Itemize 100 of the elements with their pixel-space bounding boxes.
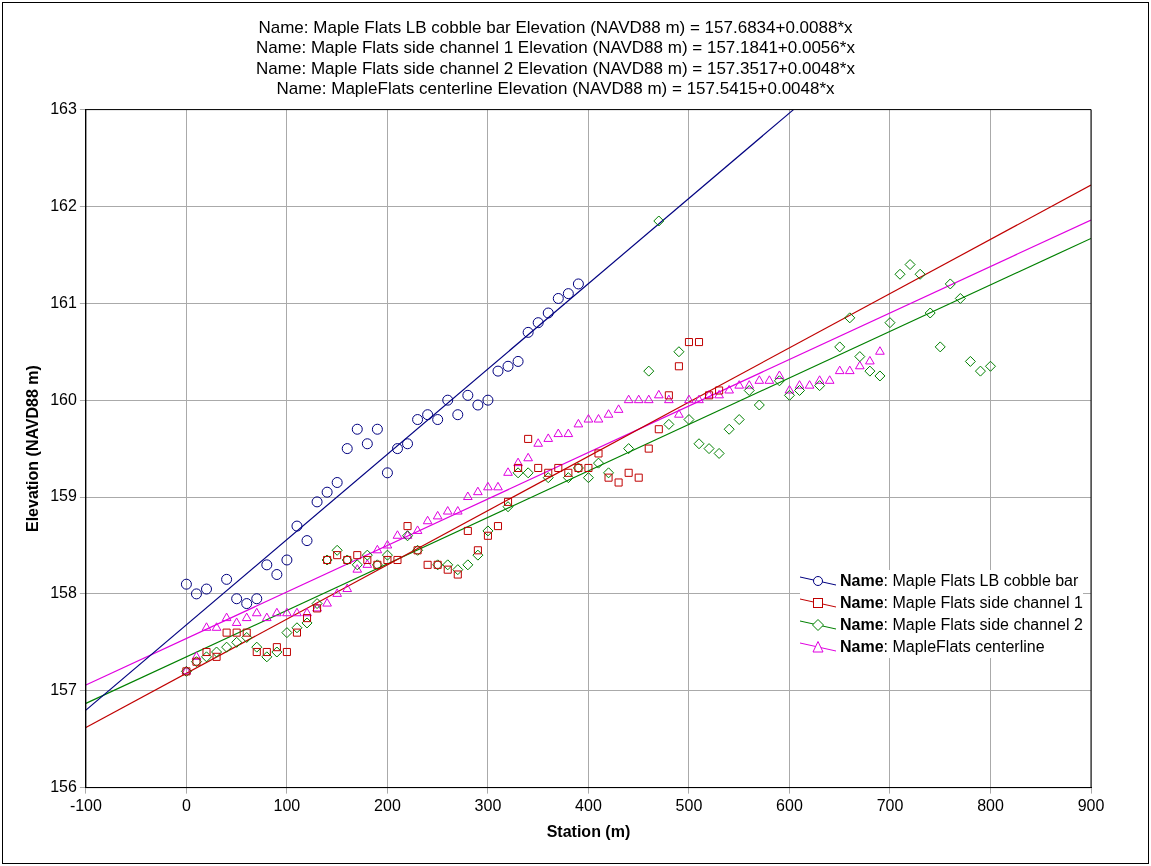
point — [715, 386, 724, 395]
point — [432, 414, 444, 426]
y-tick-label: 159 — [50, 487, 77, 505]
point — [262, 647, 271, 657]
point — [634, 473, 643, 482]
point — [422, 409, 434, 421]
point — [522, 326, 534, 338]
point — [221, 573, 233, 585]
point — [232, 628, 241, 637]
point — [482, 394, 494, 406]
point — [572, 278, 584, 290]
text: Name: Maple Flats LB cobble bar Elevation (NAVD88 m) = 157.6834+0.0088*x — [258, 17, 853, 37]
y-tick-label: 158 — [50, 584, 77, 602]
point — [301, 535, 313, 547]
point — [412, 414, 424, 426]
point — [442, 394, 454, 406]
legend-label: Name: MapleFlats centerline — [840, 636, 1045, 657]
point — [614, 478, 623, 487]
point — [202, 647, 211, 657]
point — [502, 360, 514, 372]
y-tick-label: 156 — [50, 778, 77, 796]
point — [544, 468, 553, 477]
point — [302, 614, 312, 623]
point — [321, 486, 333, 498]
text: Name: Maple Flats side channel 2 Elevation (NAVD88 m) = 157.3517+0.0048*x — [256, 58, 855, 78]
point — [483, 531, 492, 540]
legend-label: Name: Maple Flats LB cobble bar — [840, 570, 1079, 591]
y-tick-label: 157 — [50, 681, 77, 699]
x-tick-label: 200 — [374, 796, 401, 814]
point — [504, 497, 513, 506]
point — [381, 467, 393, 479]
x-tick-label: 400 — [575, 796, 602, 814]
point — [473, 546, 482, 555]
point — [242, 628, 251, 637]
point — [554, 463, 563, 473]
point — [403, 522, 412, 531]
point — [564, 468, 573, 477]
point — [241, 598, 253, 610]
y-tick-label: 161 — [50, 293, 77, 311]
point — [281, 554, 293, 566]
point — [311, 496, 323, 508]
point — [180, 578, 192, 590]
point — [524, 434, 533, 443]
point — [331, 477, 343, 488]
point — [361, 438, 373, 450]
point — [282, 647, 291, 657]
point — [212, 652, 221, 661]
point — [333, 551, 342, 560]
point — [363, 555, 372, 565]
point — [532, 317, 544, 329]
point — [201, 583, 213, 595]
x-tick-label: 700 — [876, 796, 904, 814]
point — [231, 593, 243, 605]
x-tick-label: 100 — [273, 796, 301, 814]
y-tick-label: 162 — [50, 196, 77, 214]
point — [492, 365, 504, 377]
point — [222, 628, 231, 637]
legend-label: Name: Maple Flats side channel 2 — [840, 614, 1083, 635]
x-tick-label: 0 — [181, 796, 191, 814]
point — [402, 438, 414, 450]
point — [584, 463, 593, 473]
point — [353, 551, 362, 560]
point — [694, 338, 704, 347]
point — [261, 559, 273, 571]
point — [272, 643, 281, 652]
point — [562, 288, 574, 300]
point — [383, 555, 392, 565]
text: Name: MapleFlats centerline Elevation (NAVD88 m) = 157.5415+0.0048*x — [276, 79, 835, 99]
point — [514, 463, 523, 473]
point — [351, 423, 363, 435]
x-tick-label: 900 — [1077, 796, 1105, 814]
text: Name: Maple Flats side channel 1 Elevation (NAVD88 m) = 157.1841+0.0056*x — [256, 38, 855, 58]
point — [251, 593, 263, 605]
point — [463, 526, 472, 535]
point — [452, 409, 464, 421]
x-axis-title: Station (m) — [546, 822, 631, 840]
y-tick-label: 163 — [50, 100, 77, 118]
point — [664, 391, 673, 400]
x-tick-label: 300 — [474, 796, 502, 814]
point — [190, 588, 202, 600]
point — [423, 560, 432, 569]
point — [393, 555, 402, 565]
x-tick-label: 600 — [776, 796, 803, 814]
point — [542, 307, 554, 319]
point — [271, 569, 283, 581]
point — [512, 355, 524, 367]
point — [292, 628, 301, 637]
point — [493, 522, 503, 531]
point — [462, 389, 474, 401]
point — [391, 443, 403, 455]
point — [341, 443, 353, 455]
y-axis-title: Elevation (NAVD88 m) — [24, 365, 42, 533]
point — [644, 444, 653, 453]
point — [684, 338, 693, 347]
x-tick-label: 500 — [675, 796, 703, 814]
point — [252, 647, 261, 657]
x-tick-label: 800 — [977, 796, 1004, 814]
point — [472, 399, 484, 411]
legend-label: Name: Maple Flats side channel 1 — [840, 592, 1083, 613]
point — [443, 565, 452, 574]
